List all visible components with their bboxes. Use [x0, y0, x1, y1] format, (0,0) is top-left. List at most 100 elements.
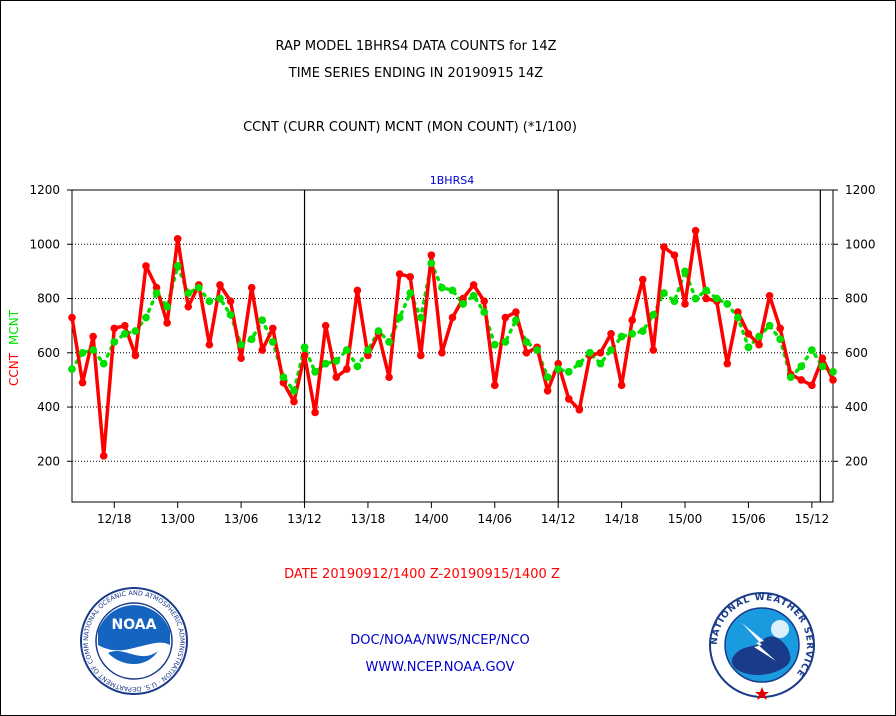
data-point-mcnt-overlay	[628, 329, 636, 338]
data-point-ccnt	[480, 297, 489, 306]
data-point-mcnt-overlay	[670, 297, 679, 306]
y-tick-label-right: 600	[845, 346, 868, 360]
data-point-ccnt	[617, 381, 626, 390]
data-point-ccnt	[226, 297, 235, 306]
title-line-2: TIME SERIES ENDING IN 20190915 14Z	[288, 66, 544, 81]
data-point-ccnt	[99, 452, 108, 460]
data-point-ccnt	[300, 351, 309, 360]
data-point-mcnt-overlay	[712, 294, 721, 303]
data-point-mcnt-overlay	[89, 346, 97, 354]
data-point-ccnt	[469, 281, 478, 289]
data-point-mcnt-overlay	[543, 373, 552, 382]
y-tick-label-left: 800	[37, 292, 60, 306]
data-point-mcnt-overlay	[364, 346, 372, 354]
data-point-ccnt	[649, 346, 658, 354]
y-axis-label: CCNT MCNT	[7, 309, 21, 386]
data-point-mcnt-overlay	[681, 267, 689, 276]
plot-frame	[71, 189, 834, 503]
x-tick-label: 15/12	[795, 512, 830, 526]
data-point-ccnt	[173, 235, 182, 243]
y-tick-label-left: 400	[37, 400, 60, 414]
data-point-mcnt-overlay	[723, 300, 732, 308]
data-point-ccnt	[247, 283, 256, 292]
data-point-mcnt-overlay	[554, 365, 562, 373]
data-point-mcnt-overlay	[427, 259, 436, 268]
data-point-ccnt	[121, 321, 129, 330]
data-point-ccnt	[110, 324, 119, 333]
data-point-mcnt-overlay	[258, 316, 267, 325]
data-point-mcnt-overlay	[195, 283, 203, 292]
data-point-mcnt-overlay	[68, 365, 76, 373]
data-point-mcnt-overlay	[586, 348, 594, 357]
data-point-ccnt	[818, 354, 827, 363]
data-point-mcnt-overlay	[216, 294, 224, 303]
data-point-mcnt-overlay	[755, 332, 763, 341]
data-point-ccnt	[427, 251, 436, 259]
data-point-mcnt-overlay	[205, 297, 214, 306]
nws-logo: NATIONAL WEATHER SERVICE	[709, 592, 815, 700]
data-point-ccnt	[501, 313, 510, 322]
data-point-ccnt	[744, 329, 753, 338]
data-point-ccnt	[723, 359, 732, 368]
footer-url-line: WWW.NCEP.NOAA.GOV	[366, 660, 515, 675]
data-point-mcnt-overlay	[184, 289, 193, 297]
x-tick-label: 13/06	[224, 512, 259, 526]
data-point-mcnt-overlay	[480, 308, 489, 316]
x-tick-label: 14/12	[541, 512, 576, 526]
data-point-ccnt	[681, 300, 689, 308]
data-point-mcnt-overlay	[406, 289, 415, 297]
data-point-ccnt	[596, 348, 605, 357]
data-point-mcnt-overlay	[533, 346, 541, 354]
data-point-ccnt	[269, 324, 277, 333]
data-point-mcnt-overlay	[638, 327, 647, 335]
y-tick-label-right: 1200	[845, 183, 876, 197]
data-point-ccnt	[142, 262, 150, 270]
data-point-mcnt-overlay	[121, 329, 129, 338]
data-point-mcnt-overlay	[300, 343, 309, 352]
data-point-mcnt-overlay	[395, 313, 404, 322]
y-tick-label-left: 200	[37, 454, 60, 468]
data-point-ccnt	[638, 275, 647, 284]
data-point-ccnt	[734, 308, 742, 316]
data-point-ccnt	[564, 395, 573, 403]
data-point-mcnt-overlay	[142, 313, 150, 322]
data-point-ccnt	[522, 348, 531, 357]
data-point-mcnt-overlay	[607, 346, 615, 354]
data-point-mcnt-overlay	[226, 311, 235, 319]
x-tick-label: 13/12	[287, 512, 322, 526]
data-point-ccnt	[490, 381, 499, 390]
data-point-mcnt-overlay	[279, 373, 288, 382]
data-point-mcnt-overlay	[596, 359, 605, 368]
gridlines	[72, 243, 833, 462]
data-point-mcnt-overlay	[818, 362, 827, 371]
data-point-mcnt-overlay	[99, 359, 108, 368]
data-point-mcnt-overlay	[490, 340, 499, 349]
data-point-ccnt	[385, 373, 393, 382]
data-point-ccnt	[68, 313, 76, 322]
data-point-ccnt	[755, 340, 763, 349]
data-point-mcnt-overlay	[163, 302, 171, 311]
x-tick-label: 15/06	[731, 512, 766, 526]
data-point-ccnt	[89, 332, 97, 341]
data-point-mcnt-overlay	[131, 327, 140, 335]
data-point-ccnt	[311, 408, 319, 417]
x-tick-label: 15/00	[668, 512, 703, 526]
x-axis-ticks: 12/18 13/00 13/06 13/12 13/18 14/00 14/06 14/12…	[97, 502, 829, 526]
subtitle: CCNT (CURR COUNT) MCNT (MON COUNT) (*1/1…	[243, 120, 577, 135]
data-point-ccnt	[258, 346, 267, 354]
data-point-ccnt	[797, 376, 806, 384]
data-point-mcnt-overlay	[522, 338, 531, 346]
data-point-mcnt-overlay	[343, 346, 351, 354]
data-point-ccnt	[279, 378, 288, 387]
x-tick-label: 14/00	[414, 512, 449, 526]
data-point-mcnt-overlay	[829, 367, 837, 376]
data-point-ccnt	[554, 359, 562, 368]
data-point-mcnt-overlay	[776, 335, 784, 344]
data-point-mcnt-overlay	[501, 338, 510, 346]
data-point-mcnt-overlay	[765, 321, 774, 330]
data-point-ccnt	[353, 286, 362, 295]
data-point-ccnt	[691, 226, 700, 235]
data-point-mcnt-overlay	[469, 292, 478, 300]
data-point-ccnt	[459, 294, 467, 303]
data-point-mcnt-overlay	[660, 289, 668, 297]
